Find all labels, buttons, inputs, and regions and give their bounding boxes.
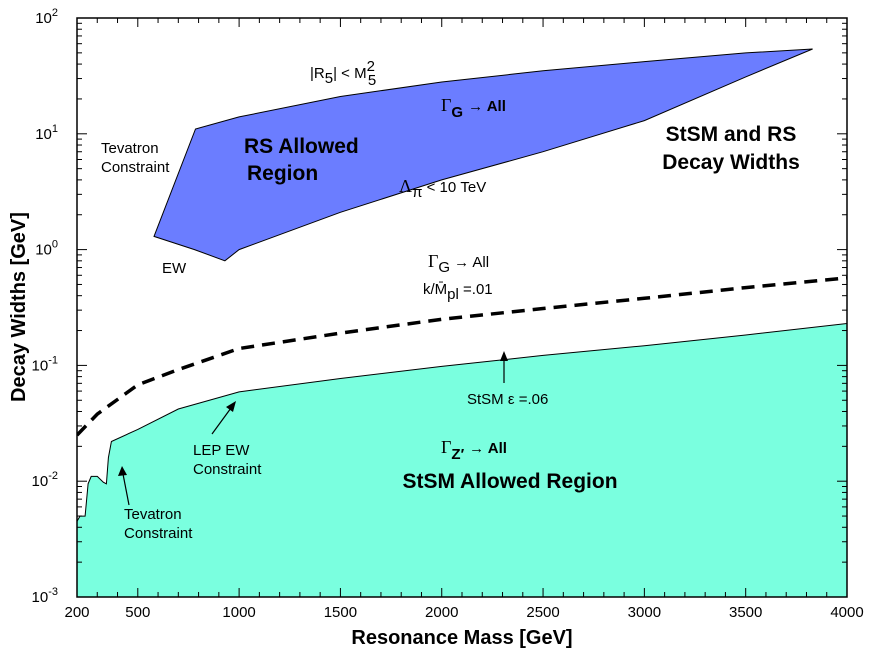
x-axis-label: Resonance Mass [GeV] [351,627,572,649]
stsm-tevatron-label-line1: Tevatron [124,506,182,523]
x-tick-label: 3500 [729,604,762,621]
y-tick-label: 102 [35,7,58,27]
y-tick-label: 10-3 [32,586,58,606]
rs-region-label-line1: RS Allowed [244,135,359,158]
y-axis-label: Decay Widths [GeV] [8,212,30,402]
chart-title-line1: StSM and RS [666,123,797,146]
stsm-gamma-symbol: Γ [441,437,451,457]
rs-tevatron-label-line2: Constraint [101,159,170,176]
lambda-pi-label: Λπ < 10 TeV [399,176,486,201]
kmpl-part-a: k/M̄ [423,281,447,298]
y-tick-label: 10-2 [32,470,58,490]
lambda-rest: < 10 TeV [422,179,486,196]
stsm-region-label: StSM Allowed Region [402,470,617,493]
tick-layer: 200 500 1000 1500 2000 2500 3000 3500 4000 102 101… [32,7,864,621]
y-tick-label: 10-1 [32,354,58,374]
x-tick-label: 4000 [830,604,863,621]
rs-region-label-line2: Region [247,162,318,185]
x-tick-label: 2000 [425,604,458,621]
stsm-boundary-line [77,323,847,522]
rs-gamma-symbol: Γ [441,95,451,115]
r5-part-a: |R [310,65,325,82]
rs-gamma-sub: G [451,104,463,121]
stsm-tevatron-label-line2: Constraint [124,525,193,542]
x-tick-label: 2500 [526,604,559,621]
stsm-tevatron-arrowhead [118,466,127,476]
lep-ew-label-line1: LEP EW [193,442,250,459]
stsm-tevatron-arrow [122,473,130,506]
annotation-layer: StSM and RS Decay Widths RS Allowed Regi… [101,58,800,542]
x-tick-label: 500 [125,604,150,621]
x-tick-label: 3000 [628,604,661,621]
lep-ew-arrowhead [226,401,236,412]
x-tick-label: 1500 [324,604,357,621]
lambda-symbol: Λ [399,176,412,196]
dashed-gamma-label: ΓG → All [428,251,489,276]
plot-frame [76,17,848,598]
stsm-gamma-label: ΓZ′ → All [441,437,507,463]
y-tick-label: 100 [35,239,58,259]
r5-part-b: | < M [333,65,367,82]
m5-sub: 5 [368,72,376,89]
x-tick-label: 1000 [222,604,255,621]
lambda-sub: π [412,184,422,201]
m5-sup: 2 [367,58,375,75]
stsm-epsilon-label: StSM ε =.06 [467,391,548,408]
lep-ew-label-line2: Constraint [193,461,262,478]
dashed-gamma-arrow: → All [454,254,489,271]
stsm-allowed-region [77,323,847,597]
kmpl-sub: pl [447,286,459,303]
rs-tevatron-label-line1: Tevatron [101,140,159,157]
rs-ew-label: EW [162,260,187,277]
dashed-gamma-symbol: Γ [428,251,438,271]
r5-sub: 5 [325,70,333,87]
kmpl-label: k/M̄pl =.01 [423,281,493,303]
rs-gamma-arrow: → All [468,98,506,115]
y-tick-label: 101 [35,123,58,143]
x-tick-label: 200 [64,604,89,621]
dashed-gamma-sub: G [438,259,450,276]
kmpl-part-b: =.01 [459,281,493,298]
annotation-arrows [118,351,508,506]
stsm-epsilon-arrowhead [500,351,508,361]
rs-gamma-label: ΓG → All [441,95,506,121]
stsm-gamma-arrow: → All [469,440,507,457]
r5-constraint-label: |R5| < M2 5 [310,58,376,89]
rs-allowed-region [153,48,813,262]
chart-title-line2: Decay Widths [662,151,800,174]
stsm-gamma-sub: Z′ [451,446,464,463]
lep-ew-arrow [211,407,232,435]
series-layer [77,48,847,597]
